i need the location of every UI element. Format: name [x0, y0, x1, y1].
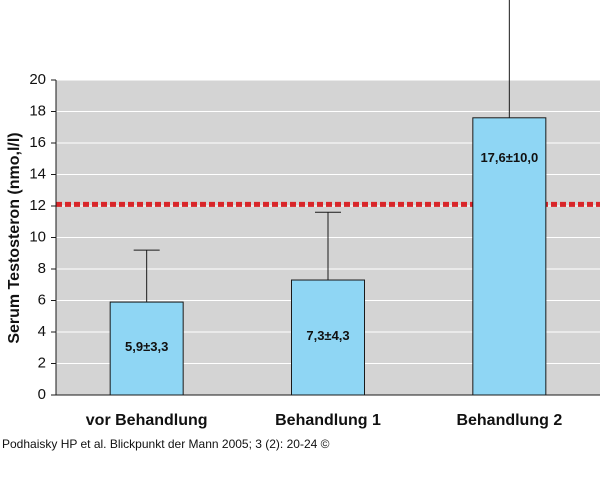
y-tick-label: 0	[38, 386, 46, 403]
y-tick-label: 14	[29, 165, 46, 182]
bars: 5,9±3,3 7,3±4,3 17,6±10,0	[109, 0, 547, 396]
data-label: 17,6±10,0	[480, 150, 538, 165]
x-labels: vor Behandlung Behandlung 1 Behandlung 2	[86, 412, 563, 429]
y-tick-label: 12	[29, 197, 46, 214]
y-tick-label: 6	[38, 291, 46, 308]
y-tick-label: 10	[29, 228, 46, 245]
y-tick-label: 8	[38, 260, 46, 277]
y-axis-title: Serum Testosteron (nmo,l/l)	[6, 132, 23, 343]
x-category-label: Behandlung 1	[275, 412, 381, 429]
y-tick-label: 20	[29, 71, 46, 88]
data-label: 5,9±3,3	[125, 339, 168, 354]
y-tick-label: 16	[29, 134, 46, 151]
bar	[472, 117, 547, 396]
y-ticks: 0 2 4 6 8 10 12 14 16 18 20	[29, 71, 56, 403]
bar	[109, 301, 184, 396]
x-category-label: Behandlung 2	[456, 412, 562, 429]
x-category-label: vor Behandlung	[86, 412, 208, 429]
data-label: 7,3±4,3	[306, 328, 349, 343]
source-citation: Podhaisky HP et al. Blickpunkt der Mann …	[2, 437, 330, 451]
y-tick-label: 4	[38, 323, 46, 340]
y-tick-label: 2	[38, 354, 46, 371]
y-tick-label: 18	[29, 102, 46, 119]
